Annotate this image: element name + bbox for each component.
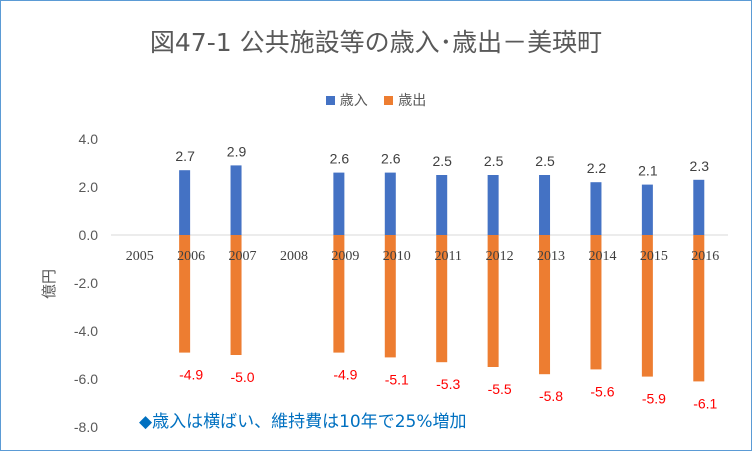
bar-revenue [590, 182, 602, 235]
data-label-expenditure: -5.8 [539, 388, 563, 404]
data-label-revenue: 2.3 [690, 158, 710, 174]
data-label-expenditure: -5.9 [642, 391, 666, 407]
bar-revenue [641, 184, 653, 235]
legend: 歳入 歳出 [1, 90, 751, 110]
x-tick-label: 2014 [588, 249, 616, 264]
data-label-revenue: 2.1 [638, 163, 658, 179]
bar-expenditure [539, 235, 551, 375]
y-axis-label: 億円 [40, 269, 58, 299]
x-tick-label: 2006 [177, 249, 205, 264]
x-tick-label: 2011 [434, 249, 461, 264]
bar-revenue [384, 172, 396, 235]
bar-expenditure [230, 235, 242, 355]
bar-revenue [539, 175, 551, 235]
y-tick-label: -8.0 [74, 419, 98, 435]
bar-revenue [487, 175, 499, 235]
legend-label-revenue: 歳入 [339, 93, 368, 109]
bar-expenditure [693, 235, 705, 382]
bar-revenue [436, 175, 448, 235]
data-label-expenditure: -4.9 [179, 367, 203, 383]
x-tick-label: 2015 [640, 249, 668, 264]
legend-item-expenditure: 歳出 [384, 90, 426, 110]
data-label-revenue: 2.9 [227, 143, 247, 159]
x-tick-label: 2007 [229, 249, 257, 264]
data-label-expenditure: -5.5 [488, 381, 512, 397]
legend-item-revenue: 歳入 [325, 90, 368, 110]
bar-expenditure [179, 235, 191, 353]
bar-expenditure [590, 235, 602, 370]
bar-revenue [230, 165, 242, 235]
data-label-revenue: 2.7 [175, 148, 195, 164]
data-label-expenditure: -5.1 [385, 371, 409, 387]
data-label-expenditure: -4.9 [333, 367, 357, 383]
data-label-revenue: 2.5 [535, 153, 555, 169]
y-tick-label: -6.0 [74, 371, 98, 387]
bar-revenue [333, 172, 345, 235]
y-tick-label: 4.0 [79, 131, 99, 147]
y-tick-label: 0.0 [79, 227, 99, 243]
x-tick-label: 2016 [691, 249, 719, 264]
bar-expenditure [641, 235, 653, 377]
annotation-text: ◆歳入は横ばい、維持費は10年で25%増加 [139, 412, 467, 432]
data-label-revenue: 2.6 [330, 151, 350, 167]
x-tick-label: 2012 [486, 249, 514, 264]
data-label-revenue: 2.5 [432, 153, 452, 169]
data-label-expenditure: -6.1 [693, 395, 717, 411]
bar-expenditure [436, 235, 448, 363]
legend-label-expenditure: 歳出 [398, 93, 427, 109]
data-label-revenue: 2.2 [587, 160, 607, 176]
legend-swatch-revenue [325, 96, 335, 105]
legend-swatch-expenditure [384, 96, 394, 105]
bar-expenditure [487, 235, 499, 367]
x-tick-label: 2013 [537, 249, 565, 264]
bar-revenue [693, 179, 705, 235]
data-label-expenditure: -5.3 [436, 376, 460, 392]
y-tick-label: -4.0 [74, 323, 98, 339]
bar-expenditure [384, 235, 396, 358]
data-label-expenditure: -5.6 [590, 383, 614, 399]
x-tick-label: 2008 [280, 249, 308, 264]
x-tick-label: 2005 [126, 249, 154, 264]
x-tick-label: 2010 [383, 249, 411, 264]
bar-revenue [179, 170, 191, 235]
chart-title: 図47-1 公共施設等の歳入･歳出－美瑛町 [149, 28, 603, 57]
y-tick-label: -2.0 [74, 275, 98, 291]
y-tick-label: 2.0 [79, 179, 99, 195]
data-label-expenditure: -5.0 [230, 369, 254, 385]
data-label-revenue: 2.5 [484, 153, 504, 169]
data-label-revenue: 2.6 [381, 151, 401, 167]
x-tick-label: 2009 [331, 249, 359, 264]
bar-expenditure [333, 235, 345, 353]
